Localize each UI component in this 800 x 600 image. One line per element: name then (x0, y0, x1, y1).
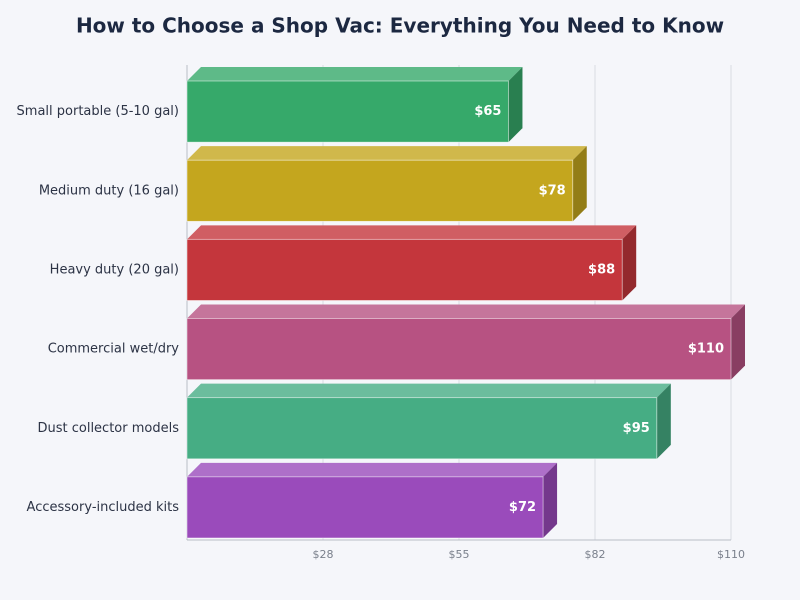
y-tick-label: Commercial wet/dry (48, 342, 180, 357)
bar-side (543, 462, 558, 538)
value-label: $110 (688, 342, 724, 357)
bar-top (187, 146, 587, 161)
value-label: $72 (509, 500, 536, 515)
bar-side (731, 304, 745, 380)
y-tick-label: Small portable (5-10 gal) (17, 104, 179, 119)
x-tick-label: $82 (585, 548, 606, 561)
x-tick-label: $110 (717, 548, 745, 561)
bar-top (187, 462, 558, 477)
bar-top (187, 225, 637, 240)
bar (186, 159, 574, 222)
bar-side (508, 67, 523, 143)
bar-side (572, 146, 587, 222)
value-label: $88 (588, 262, 615, 277)
chart-title: How to Choose a Shop Vac: Everything You… (76, 14, 724, 38)
y-tick-label: Medium duty (16 gal) (39, 183, 179, 198)
y-tick-label: Dust collector models (37, 421, 179, 436)
bar-top (187, 67, 523, 81)
y-tick-label: Accessory-included kits (27, 500, 180, 515)
value-label: $95 (623, 421, 650, 436)
bar-side (656, 383, 671, 459)
bar-top (187, 383, 671, 398)
value-label: $65 (474, 104, 501, 119)
x-tick-label: $28 (313, 548, 334, 561)
bar (186, 397, 658, 460)
bar-side (622, 225, 637, 301)
bar-top (187, 304, 745, 319)
bar (186, 238, 623, 301)
value-label: $78 (539, 183, 566, 198)
y-tick-label: Heavy duty (20 gal) (50, 262, 179, 277)
bar (186, 476, 544, 539)
bar (186, 318, 732, 381)
bar (186, 80, 509, 143)
x-tick-label: $55 (449, 548, 470, 561)
